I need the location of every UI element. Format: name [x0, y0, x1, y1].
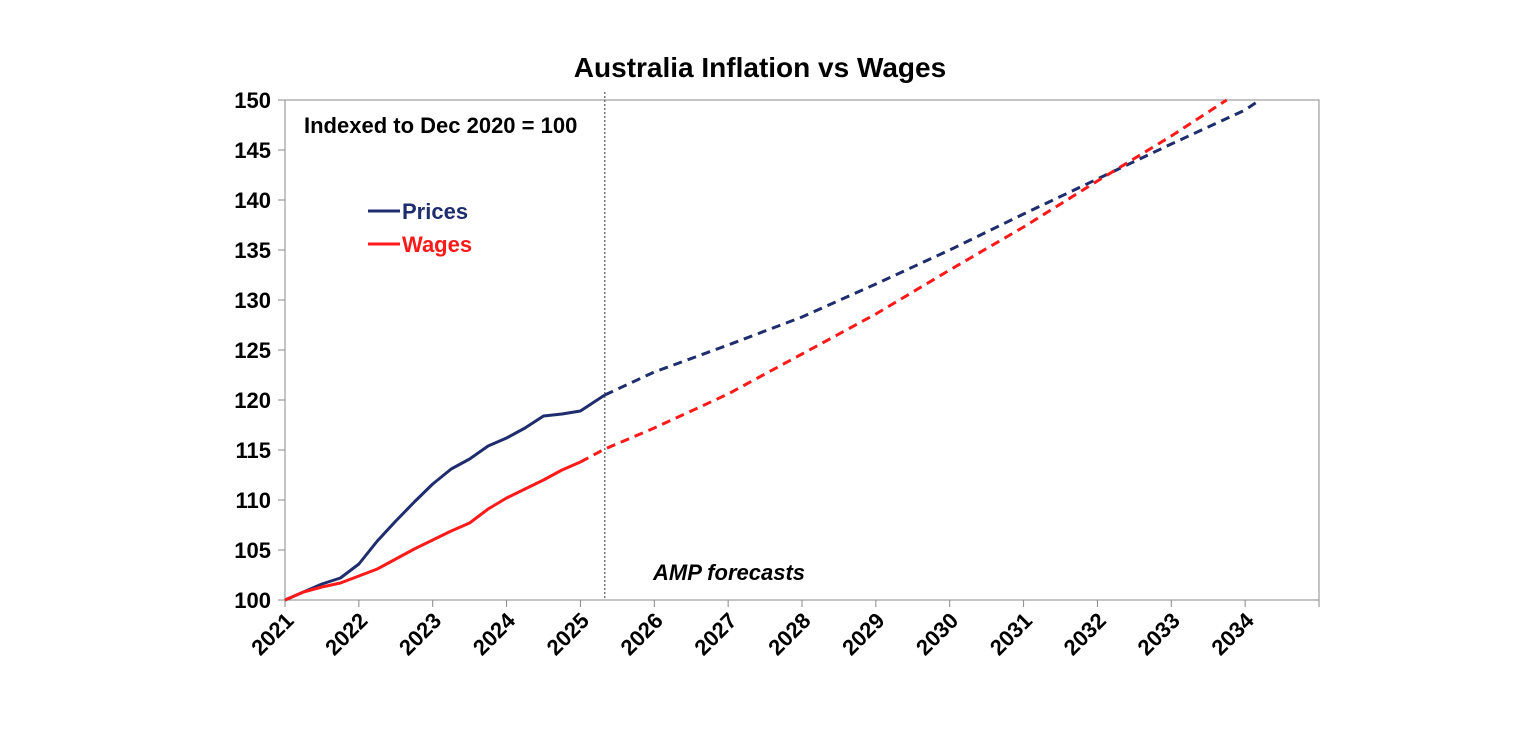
y-tick-label: 110 — [236, 488, 272, 513]
x-tick-label: 2033 — [1133, 608, 1185, 660]
legend-prices-label: Prices — [402, 199, 468, 224]
series-group — [284, 98, 1261, 602]
x-tick-label: 2025 — [542, 608, 594, 660]
x-tick-label: 2021 — [246, 608, 298, 660]
y-tick-label: 105 — [234, 538, 271, 563]
y-tick-label: 120 — [234, 388, 271, 413]
forecast-label: AMP forecasts — [652, 560, 805, 585]
x-tick-label: 2022 — [320, 608, 372, 660]
plot-area — [284, 99, 1320, 601]
index-note: Indexed to Dec 2020 = 100 — [304, 113, 577, 138]
y-tick-label: 145 — [234, 138, 271, 163]
chart-title: Australia Inflation vs Wages — [574, 52, 946, 83]
y-tick-label: 150 — [234, 88, 271, 113]
x-tick-label: 2027 — [689, 608, 741, 660]
wages-actual-line — [284, 460, 581, 602]
x-tick-label: 2024 — [468, 607, 521, 660]
x-tick-label: 2032 — [1059, 608, 1111, 660]
y-tick-label: 135 — [234, 238, 271, 263]
x-tick-label: 2034 — [1206, 607, 1259, 660]
x-tick-label: 2028 — [763, 608, 815, 660]
x-tick-label: 2030 — [911, 608, 963, 660]
y-tick-label: 115 — [236, 438, 272, 463]
legend-wages-label: Wages — [402, 232, 472, 257]
wages-forecast-line — [579, 98, 1228, 464]
x-tick-label: 2023 — [394, 608, 446, 660]
y-tick-label: 140 — [234, 188, 271, 213]
legend: Prices Wages — [368, 199, 472, 257]
x-tick-label: 2029 — [837, 608, 889, 660]
x-tick-label: 2031 — [985, 608, 1037, 660]
y-tick-label: 100 — [234, 588, 271, 613]
x-tick-label: 2026 — [616, 608, 668, 660]
prices-forecast-line — [604, 98, 1261, 397]
y-axis: 100 105 110 115 120 125 130 135 140 145 150 — [234, 88, 285, 613]
x-axis: 2021 2022 2023 2024 2025 2026 2027 2028 2029 2030… — [246, 600, 1320, 660]
y-tick-label: 125 — [234, 338, 271, 363]
prices-actual-line — [284, 393, 606, 602]
y-tick-label: 130 — [234, 288, 271, 313]
